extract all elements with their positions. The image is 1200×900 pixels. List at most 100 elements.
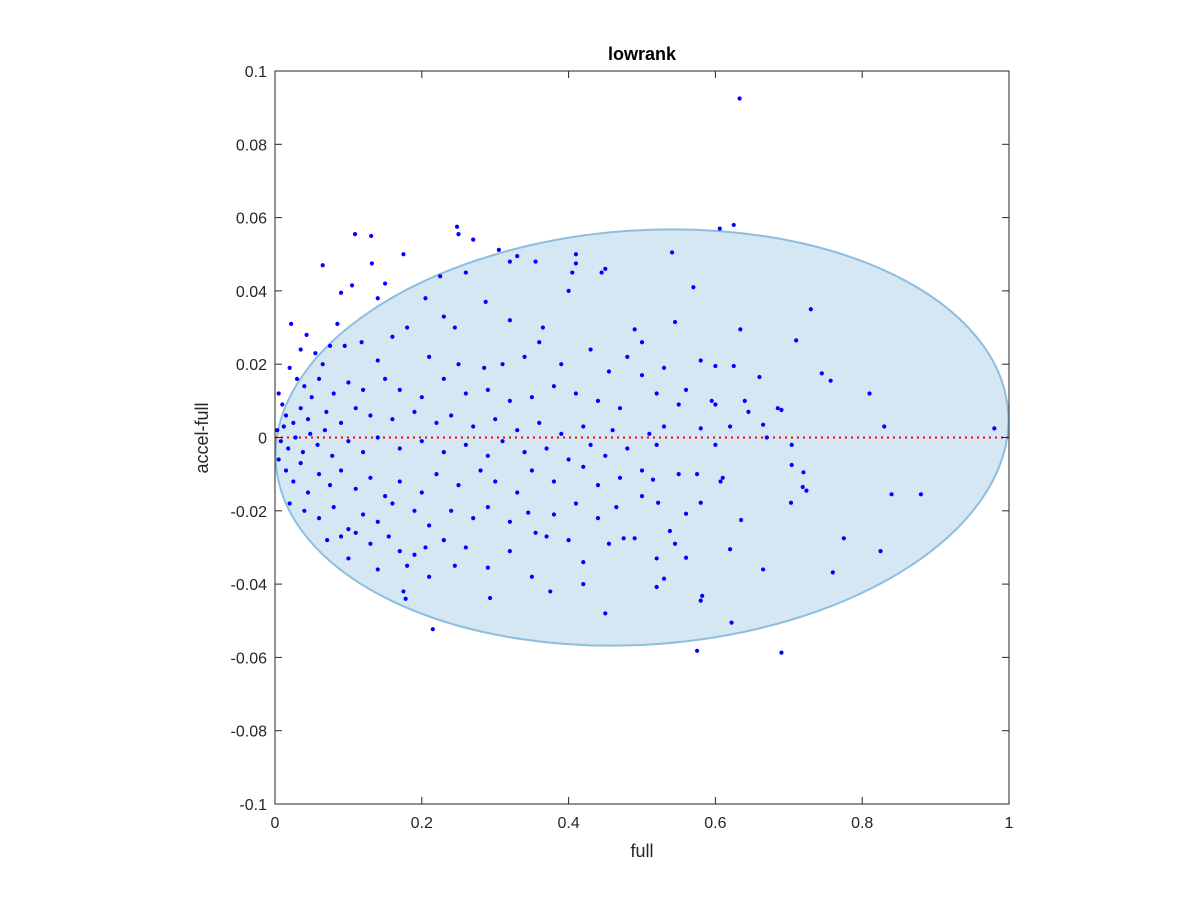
x-tick-label: 1 — [1005, 815, 1014, 832]
data-point — [456, 362, 461, 367]
data-point — [322, 428, 328, 433]
data-point — [551, 384, 557, 389]
data-point — [360, 512, 366, 517]
data-point — [694, 472, 700, 477]
data-point — [278, 439, 283, 444]
data-point — [522, 354, 527, 359]
data-point — [452, 325, 457, 330]
data-point — [683, 387, 689, 392]
data-point — [438, 274, 443, 279]
data-point — [544, 534, 549, 539]
data-point — [280, 402, 285, 407]
data-point — [304, 332, 309, 337]
data-point — [746, 409, 751, 414]
data-point — [325, 538, 330, 543]
data-point — [537, 340, 542, 345]
data-point — [761, 567, 766, 572]
data-point — [353, 486, 358, 491]
data-point — [683, 511, 689, 516]
data-point — [405, 325, 410, 330]
data-point — [632, 327, 637, 332]
data-point — [789, 462, 794, 468]
data-point — [691, 285, 696, 290]
y-tick-label: 0.04 — [236, 284, 267, 301]
data-point — [713, 402, 718, 407]
data-point — [610, 428, 615, 433]
data-point — [360, 387, 366, 392]
data-point — [305, 417, 311, 422]
data-point — [352, 231, 358, 237]
data-point — [487, 595, 493, 601]
data-point — [603, 266, 608, 272]
data-point — [300, 450, 305, 455]
data-point — [841, 536, 846, 541]
data-point — [529, 395, 535, 400]
data-point — [283, 468, 289, 473]
data-point — [595, 483, 601, 488]
data-point — [369, 233, 374, 239]
data-point — [794, 338, 799, 343]
data-point — [286, 446, 291, 451]
data-point — [441, 538, 446, 543]
data-point — [779, 407, 784, 413]
data-point — [375, 435, 380, 440]
data-point — [595, 516, 601, 521]
data-point — [405, 563, 410, 568]
data-point — [335, 321, 340, 326]
data-point — [632, 536, 637, 541]
data-point — [383, 281, 388, 286]
data-point — [918, 492, 924, 497]
y-tick-label: 0 — [258, 431, 267, 448]
data-point — [718, 479, 723, 484]
data-point — [669, 250, 675, 255]
data-point — [309, 395, 314, 400]
y-tick-label: 0.06 — [236, 211, 267, 228]
data-point — [327, 483, 333, 488]
data-point — [566, 288, 571, 293]
data-point — [507, 398, 512, 403]
data-point — [375, 296, 380, 301]
data-point — [617, 475, 623, 480]
data-point — [500, 362, 505, 367]
data-point — [493, 479, 498, 484]
data-point — [889, 492, 894, 497]
data-point — [779, 650, 784, 655]
data-point — [828, 378, 833, 383]
x-tick-label: 0.6 — [704, 815, 726, 832]
data-point — [430, 627, 435, 632]
data-point — [529, 574, 535, 579]
data-point — [570, 270, 575, 275]
data-point — [738, 517, 744, 523]
data-point — [625, 354, 630, 359]
data-point — [529, 468, 535, 473]
data-point — [757, 374, 762, 380]
data-point — [397, 549, 402, 554]
data-point — [293, 435, 298, 440]
data-point — [650, 477, 656, 482]
data-point — [403, 596, 408, 601]
x-axis-label: full — [630, 841, 653, 861]
data-point — [581, 464, 586, 469]
data-point — [419, 439, 424, 444]
chart-title: lowrank — [608, 44, 677, 64]
data-point — [390, 334, 395, 339]
data-point — [456, 231, 461, 237]
data-point — [694, 648, 700, 653]
data-point — [483, 299, 488, 304]
data-point — [573, 261, 579, 266]
data-point — [397, 446, 402, 451]
data-point — [737, 96, 742, 101]
data-point — [713, 363, 718, 369]
data-point — [419, 395, 424, 400]
data-point — [281, 424, 286, 429]
data-point — [276, 457, 281, 462]
data-point — [305, 490, 311, 495]
data-point — [566, 457, 571, 462]
data-point — [327, 343, 333, 348]
data-point — [882, 424, 887, 429]
data-point — [412, 552, 417, 557]
data-point — [375, 567, 380, 572]
data-point — [801, 470, 806, 475]
data-point — [515, 490, 520, 495]
data-point — [346, 439, 351, 444]
